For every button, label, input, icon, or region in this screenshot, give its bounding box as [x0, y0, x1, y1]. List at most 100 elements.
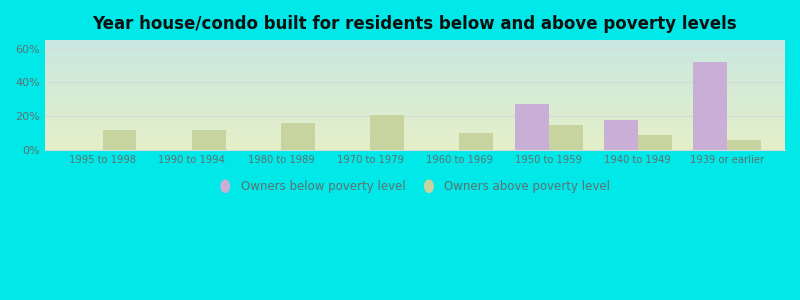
Bar	[45, 141, 785, 142]
Bar	[45, 128, 785, 129]
Bar	[45, 139, 785, 140]
Bar	[45, 81, 785, 82]
Bar	[45, 73, 785, 74]
Bar	[45, 131, 785, 132]
Bar	[45, 86, 785, 87]
Bar	[45, 40, 785, 41]
Bar	[45, 61, 785, 62]
Bar	[45, 51, 785, 52]
Bar	[45, 108, 785, 109]
Bar	[45, 47, 785, 48]
Bar	[45, 92, 785, 93]
Bar	[45, 98, 785, 99]
Bar	[45, 138, 785, 139]
Bar	[45, 41, 785, 42]
Bar	[45, 113, 785, 114]
Bar	[45, 100, 785, 101]
Bar	[45, 49, 785, 50]
Bar	[45, 120, 785, 121]
Bar	[45, 56, 785, 57]
Bar	[45, 144, 785, 145]
Bar	[45, 61, 785, 62]
Bar	[45, 67, 785, 68]
Bar	[45, 63, 785, 64]
Bar	[45, 107, 785, 108]
Bar	[45, 149, 785, 150]
Bar	[45, 99, 785, 100]
Bar	[45, 82, 785, 83]
Bar	[45, 104, 785, 105]
Bar	[45, 50, 785, 51]
Bar	[45, 55, 785, 56]
Bar	[45, 148, 785, 149]
Bar	[45, 79, 785, 80]
Bar	[45, 44, 785, 45]
Bar	[45, 135, 785, 136]
Bar	[370, 115, 404, 150]
Bar	[45, 91, 785, 92]
Bar	[45, 75, 785, 76]
Bar	[459, 133, 494, 150]
Bar	[45, 88, 785, 89]
Bar	[45, 68, 785, 69]
Bar	[45, 84, 785, 85]
Bar	[549, 125, 582, 150]
Bar	[45, 54, 785, 55]
Bar	[45, 70, 785, 71]
Bar	[45, 76, 785, 77]
Bar	[45, 77, 785, 78]
Bar	[45, 60, 785, 61]
Bar	[45, 87, 785, 88]
Bar	[604, 120, 638, 150]
Bar	[102, 130, 137, 150]
Bar	[45, 46, 785, 47]
Bar	[45, 78, 785, 79]
Bar	[45, 121, 785, 122]
Bar	[45, 101, 785, 102]
Bar	[45, 137, 785, 138]
Bar	[514, 104, 549, 150]
Bar	[45, 125, 785, 126]
Bar	[45, 114, 785, 115]
Bar	[638, 135, 672, 150]
Bar	[45, 132, 785, 133]
Bar	[45, 103, 785, 104]
Bar	[45, 53, 785, 54]
Bar	[45, 96, 785, 97]
Bar	[45, 124, 785, 125]
Bar	[45, 90, 785, 91]
Bar	[45, 134, 785, 135]
Bar	[45, 42, 785, 43]
Legend: Owners below poverty level, Owners above poverty level: Owners below poverty level, Owners above…	[216, 177, 614, 197]
Bar	[45, 147, 785, 148]
Bar	[45, 65, 785, 66]
Bar	[45, 116, 785, 117]
Bar	[45, 105, 785, 106]
Bar	[45, 145, 785, 146]
Bar	[45, 64, 785, 65]
Bar	[45, 126, 785, 127]
Bar	[45, 83, 785, 84]
Bar	[45, 130, 785, 131]
Bar	[45, 85, 785, 86]
Bar	[45, 122, 785, 123]
Title: Year house/condo built for residents below and above poverty levels: Year house/condo built for residents bel…	[93, 15, 737, 33]
Bar	[45, 52, 785, 53]
Bar	[45, 74, 785, 75]
Bar	[192, 130, 226, 150]
Bar	[45, 62, 785, 63]
Bar	[45, 93, 785, 94]
Bar	[45, 102, 785, 103]
Bar	[45, 118, 785, 119]
Bar	[727, 140, 761, 150]
Bar	[45, 72, 785, 73]
Bar	[45, 71, 785, 72]
Bar	[45, 111, 785, 112]
Bar	[281, 123, 315, 150]
Bar	[45, 117, 785, 118]
Bar	[45, 143, 785, 144]
Bar	[45, 94, 785, 95]
Bar	[45, 48, 785, 49]
Bar	[45, 142, 785, 143]
Bar	[45, 140, 785, 141]
